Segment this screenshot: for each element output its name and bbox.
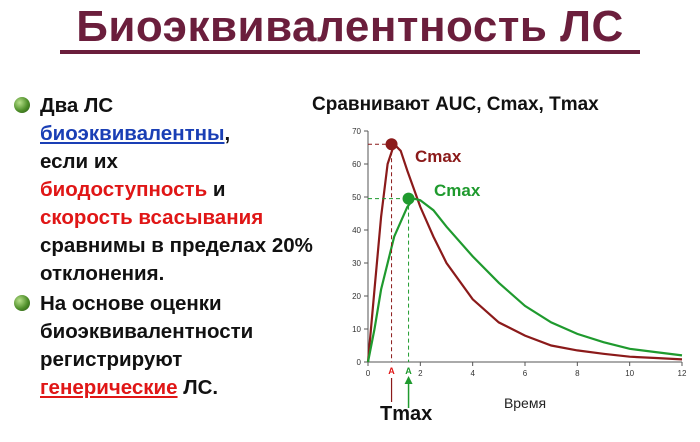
title-underline: [60, 50, 640, 54]
y-tick-label: 60: [352, 160, 361, 169]
bullet-item-2: На основе оценки биоэквивалентности реги…: [14, 290, 334, 402]
y-tick-label: 40: [352, 226, 361, 235]
tmax-label: Tmax: [380, 403, 432, 425]
chart-heading: Сравнивают AUC, Cmax, Tmax: [312, 94, 599, 115]
tmax-arrow-head-green: [404, 376, 413, 384]
y-tick-label: 70: [352, 127, 361, 136]
green-sphere-bullet-icon: [14, 295, 30, 311]
bullet-2-text-a: На основе оценки биоэквивалентности реги…: [40, 292, 254, 371]
cmax-point-2: [402, 192, 415, 205]
cmax-label-1: Cmax: [415, 147, 462, 166]
series-line-2: [366, 197, 683, 363]
x-tick-label: 2: [418, 369, 423, 378]
bioavailability-text: биодоступность: [40, 178, 208, 201]
bullet-1-and: и: [207, 178, 226, 201]
y-tick-label: 30: [352, 259, 361, 268]
bullet-item-1: Два ЛС биоэквивалентны, если их биодосту…: [14, 92, 334, 288]
bullet-1-text-b: если их: [40, 150, 118, 173]
bullet-text-1: Два ЛС биоэквивалентны, если их биодосту…: [40, 92, 334, 288]
x-tick-label: 0: [366, 369, 371, 378]
bullet-list: Два ЛС биоэквивалентны, если их биодосту…: [14, 92, 334, 402]
x-tick-label: 4: [470, 369, 475, 378]
y-tick-label: 10: [352, 325, 361, 334]
bullet-1-comma: ,: [224, 122, 231, 145]
slide-title: Биоэквивалентность ЛС: [76, 2, 624, 51]
bullet-1-text-a: Два ЛС: [40, 94, 114, 117]
bioequivalent-link-text: биоэквивалентны: [40, 122, 225, 145]
cmax-point-1: [385, 138, 398, 151]
x-tick-label: 6: [523, 369, 528, 378]
generic-text: генерические: [40, 376, 178, 399]
green-sphere-bullet-icon: [14, 97, 30, 113]
bullet-text-2: На основе оценки биоэквивалентности реги…: [40, 290, 334, 402]
x-tick-label: 8: [575, 369, 580, 378]
series-line-1: [366, 142, 683, 363]
x-tick-label: 12: [678, 369, 687, 378]
absorption-rate-text: скорость всасывания: [40, 206, 264, 229]
y-tick-label: 20: [352, 292, 361, 301]
tmax-tick-label-2: A: [405, 366, 412, 376]
bullet-2-text-b: ЛС.: [177, 376, 219, 399]
y-tick-label: 50: [352, 193, 361, 202]
tmax-tick-label-1: A: [388, 366, 395, 376]
bullet-1-text-c: сравнимы в пределах 20% отклонения.: [40, 234, 313, 285]
x-tick-label: 10: [625, 369, 634, 378]
y-tick-label: 0: [357, 358, 362, 367]
x-axis-label: Время: [504, 395, 546, 411]
cmax-label-2: Cmax: [434, 181, 481, 200]
